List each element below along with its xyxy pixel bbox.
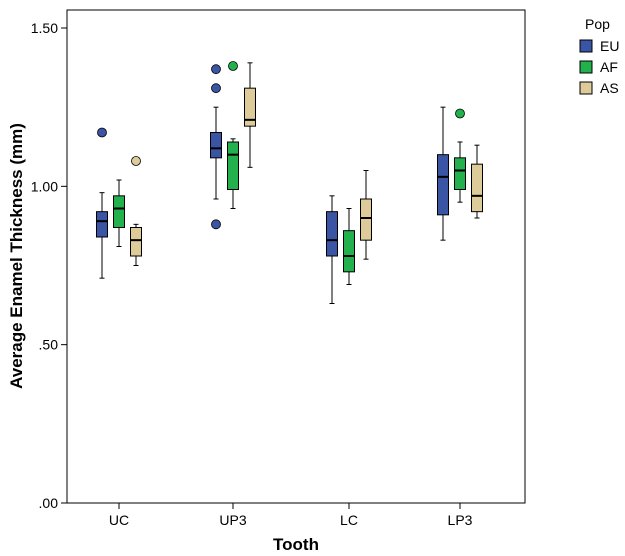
box-af-up3 bbox=[227, 61, 239, 209]
box-eu-uc bbox=[96, 127, 108, 279]
y-tick-label: .50 bbox=[39, 337, 59, 353]
outlier-point bbox=[211, 219, 221, 230]
x-axis-label: Tooth bbox=[273, 535, 319, 554]
y-axis-label: Average Enamel Thickness (mm) bbox=[7, 123, 26, 389]
y-tick-label: 1.00 bbox=[31, 178, 58, 194]
box-iqr bbox=[471, 163, 483, 213]
y-tick-label: .00 bbox=[39, 495, 59, 511]
x-tick-label: LC bbox=[340, 512, 358, 528]
box-iqr bbox=[437, 154, 449, 216]
box-eu-lp3 bbox=[437, 106, 449, 241]
legend-label-as: AS bbox=[600, 80, 619, 96]
legend-label-af: AF bbox=[600, 59, 618, 75]
outlier-point bbox=[211, 83, 221, 94]
box-af-lp3 bbox=[454, 108, 466, 203]
x-tick-label: LP3 bbox=[448, 512, 473, 528]
y-axis: .00 .50 1.00 1.50 bbox=[31, 20, 67, 511]
x-tick-label: UC bbox=[109, 512, 129, 528]
box-iqr bbox=[454, 157, 466, 190]
plot-area bbox=[66, 9, 526, 504]
legend-label-eu: EU bbox=[600, 38, 619, 54]
box-af-lc bbox=[343, 208, 355, 285]
box-iqr bbox=[360, 198, 372, 241]
legend: Pop EU AF AS bbox=[579, 16, 619, 96]
legend-swatch-af bbox=[579, 60, 593, 74]
box-eu-lc bbox=[326, 195, 338, 304]
boxes-layer bbox=[96, 61, 483, 304]
box-as-lp3 bbox=[471, 144, 483, 219]
box-af-uc bbox=[113, 179, 125, 247]
outlier-point bbox=[97, 127, 107, 138]
box-iqr bbox=[227, 141, 239, 190]
outlier-point bbox=[228, 61, 238, 71]
box-iqr bbox=[326, 211, 338, 257]
outlier-point bbox=[131, 156, 141, 166]
legend-swatch-as bbox=[579, 81, 593, 95]
outlier-point bbox=[211, 64, 221, 75]
legend-title: Pop bbox=[585, 16, 610, 32]
box-iqr bbox=[96, 211, 108, 238]
legend-swatch-eu bbox=[579, 39, 593, 53]
box-as-up3 bbox=[244, 62, 256, 168]
box-as-uc bbox=[130, 156, 142, 266]
box-iqr bbox=[113, 195, 125, 228]
box-as-lc bbox=[360, 170, 372, 260]
outlier-point bbox=[455, 108, 465, 119]
box-iqr bbox=[244, 87, 256, 127]
x-tick-label: UP3 bbox=[219, 512, 246, 528]
box-iqr bbox=[130, 227, 142, 257]
x-axis: UC UP3 LC LP3 bbox=[109, 503, 473, 528]
box-eu-up3 bbox=[210, 64, 222, 230]
y-tick-label: 1.50 bbox=[31, 20, 58, 36]
box-iqr bbox=[210, 132, 222, 159]
box-iqr bbox=[343, 230, 355, 273]
